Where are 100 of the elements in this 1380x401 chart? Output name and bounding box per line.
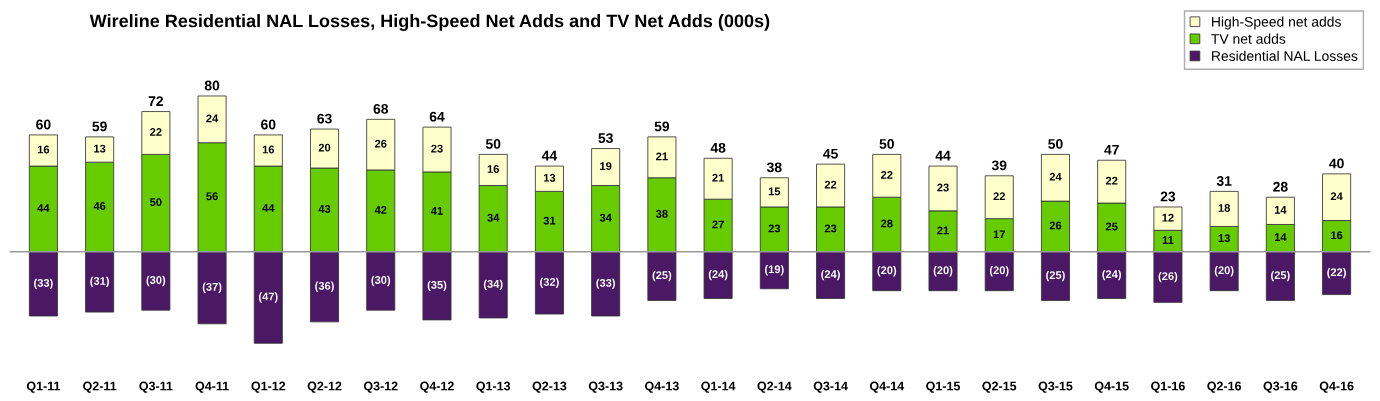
data-label: 41 xyxy=(430,207,443,215)
data-label: (26) xyxy=(1158,271,1178,283)
x-tick-label: Q1-16 xyxy=(1151,381,1185,393)
data-label: (34) xyxy=(483,279,503,291)
annotation: 45 xyxy=(823,148,838,159)
x-tick-label: Q4-16 xyxy=(1319,381,1354,393)
data-label: 24 xyxy=(1330,192,1343,201)
data-label: (37) xyxy=(202,282,222,293)
data-label: 13 xyxy=(94,144,106,153)
data-label: 20 xyxy=(318,143,331,152)
data-label: 16 xyxy=(37,145,50,154)
data-label: 23 xyxy=(937,183,949,192)
x-tick-label: Q2-14 xyxy=(757,381,792,393)
x-tick-label: Q4-13 xyxy=(645,381,679,393)
x-tick-label: Q1-11 xyxy=(26,381,61,393)
data-label: 12 xyxy=(1162,213,1174,222)
annotation: 47 xyxy=(1104,145,1119,155)
annotation: 59 xyxy=(654,121,670,132)
data-label: 56 xyxy=(206,192,218,201)
data-label: 44 xyxy=(262,204,275,212)
annotation: 60 xyxy=(36,119,51,130)
data-label: 28 xyxy=(881,219,893,228)
data-label: (32) xyxy=(540,277,559,289)
annotation: 63 xyxy=(317,113,332,124)
annotation: 28 xyxy=(1273,181,1288,192)
data-label: (25) xyxy=(1271,270,1290,282)
data-label: 22 xyxy=(993,192,1005,201)
data-label: 21 xyxy=(937,226,949,235)
data-label: 14 xyxy=(1274,233,1287,241)
data-label: (20) xyxy=(1214,266,1234,277)
x-tick-label: Q3-16 xyxy=(1263,381,1298,393)
annotation: 60 xyxy=(261,119,276,130)
x-tick-label: Q1-14 xyxy=(701,381,736,393)
x-tick-label: Q4-14 xyxy=(869,381,905,393)
data-label: (33) xyxy=(34,278,53,290)
data-label: 31 xyxy=(543,216,556,225)
data-label: 25 xyxy=(1105,222,1118,231)
data-label: (19) xyxy=(765,265,784,276)
annotation: 64 xyxy=(429,111,445,122)
annotation: 53 xyxy=(598,133,613,144)
annotation: 68 xyxy=(373,103,389,114)
data-label: 23 xyxy=(431,144,443,153)
data-label: 46 xyxy=(93,202,106,210)
data-label: (20) xyxy=(989,266,1009,277)
x-tick-label: Q2-13 xyxy=(532,381,567,393)
x-tick-label: Q4-15 xyxy=(1094,381,1129,393)
annotation: 80 xyxy=(204,80,220,91)
annotation: 38 xyxy=(766,162,782,173)
data-label: 16 xyxy=(262,145,275,154)
data-label: 22 xyxy=(824,180,837,189)
x-tick-label: Q4-12 xyxy=(420,381,454,393)
x-tick-label: Q3-12 xyxy=(363,381,398,393)
data-label: (33) xyxy=(596,278,615,290)
data-label: (36) xyxy=(315,281,334,292)
annotation: 50 xyxy=(485,139,501,149)
x-tick-label: Q1-15 xyxy=(926,381,961,393)
data-label: 34 xyxy=(487,213,500,222)
data-label: (24) xyxy=(1102,269,1122,281)
data-label: (20) xyxy=(877,266,897,277)
data-label: 26 xyxy=(374,139,387,148)
chart-title: Wireline Residential NAL Losses, High-Speed Net Adds and TV Net Adds (000s) xyxy=(89,14,770,31)
x-tick-label: Q2-16 xyxy=(1207,381,1242,393)
data-label: (30) xyxy=(146,275,166,287)
data-label: 24 xyxy=(206,114,219,123)
annotation: 50 xyxy=(1048,139,1063,149)
x-tick-label: Q1-12 xyxy=(251,381,286,393)
data-label: (30) xyxy=(371,275,391,287)
data-label: 23 xyxy=(824,224,837,233)
x-tick-label: Q3-13 xyxy=(588,381,623,393)
data-label: (20) xyxy=(933,266,953,277)
x-tick-label: Q3-14 xyxy=(813,381,848,393)
x-tick-label: Q3-11 xyxy=(139,381,173,393)
x-tick-label: Q1-13 xyxy=(476,381,511,393)
data-label: 19 xyxy=(600,162,612,171)
data-label: (24) xyxy=(821,269,840,281)
data-label: 16 xyxy=(487,165,499,173)
data-label: 16 xyxy=(1331,231,1343,240)
data-label: 34 xyxy=(599,213,612,222)
annotation: 44 xyxy=(541,150,558,161)
data-label: 13 xyxy=(543,173,556,182)
data-label: 21 xyxy=(656,152,668,161)
legend-label: TV net adds xyxy=(1211,33,1286,44)
data-label: (24) xyxy=(708,269,728,281)
data-label: 23 xyxy=(768,224,781,233)
data-label: 43 xyxy=(318,204,331,213)
annotation: 23 xyxy=(1160,191,1176,202)
annotation: 72 xyxy=(148,96,164,106)
data-label: 50 xyxy=(150,198,162,207)
data-label: 21 xyxy=(712,173,724,182)
annotation: 50 xyxy=(879,139,894,149)
data-label: 44 xyxy=(37,204,50,212)
data-label: (25) xyxy=(652,270,672,282)
data-label: 18 xyxy=(1218,204,1230,212)
legend-label: Residential NAL Losses xyxy=(1212,50,1358,61)
data-label: (47) xyxy=(258,292,278,303)
data-label: 38 xyxy=(655,209,668,218)
annotation: 59 xyxy=(92,121,107,132)
annotation: 39 xyxy=(991,160,1007,171)
legend-label: High-Speed net adds xyxy=(1212,16,1341,30)
data-label: 14 xyxy=(1274,206,1287,214)
